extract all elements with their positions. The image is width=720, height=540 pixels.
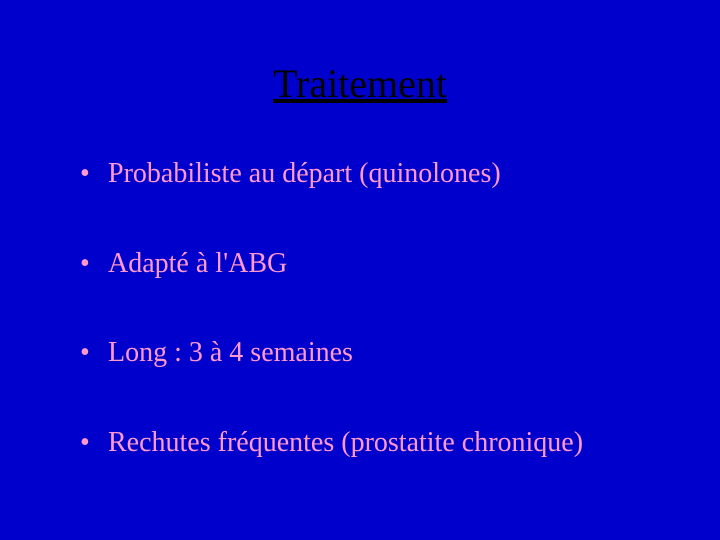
bullet-list: Probabiliste au départ (quinolones) Adap… (60, 157, 660, 459)
bullet-item: Adapté à l'ABG (80, 247, 660, 281)
bullet-item: Rechutes fréquentes (prostatite chroniqu… (80, 426, 660, 460)
slide-container: Traitement Probabiliste au départ (quino… (0, 0, 720, 540)
bullet-item: Long : 3 à 4 semaines (80, 336, 660, 370)
slide-title: Traitement (60, 60, 660, 107)
bullet-item: Probabiliste au départ (quinolones) (80, 157, 660, 191)
